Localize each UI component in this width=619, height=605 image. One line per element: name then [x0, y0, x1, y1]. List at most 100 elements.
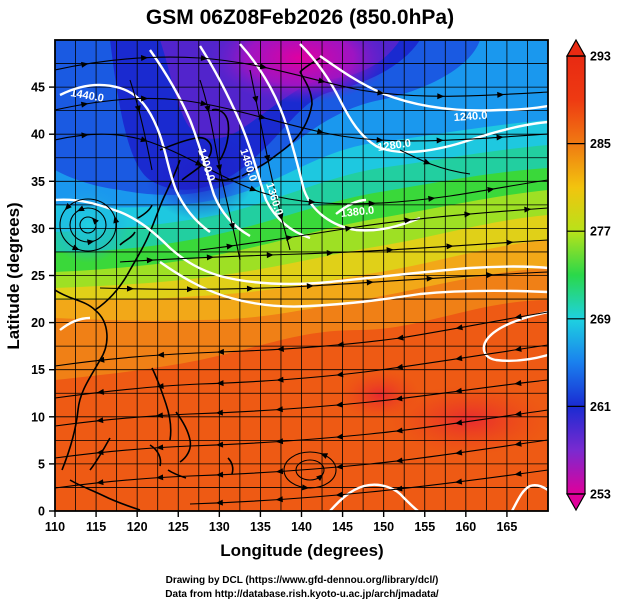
streamline-arrowhead: [344, 225, 353, 232]
streamline-arrowhead: [514, 470, 522, 477]
x-tick-label: 145: [332, 520, 353, 534]
streamline-arrowhead: [126, 285, 134, 292]
streamline-arrowhead: [216, 471, 224, 478]
streamline-arrowhead: [428, 195, 436, 202]
streamline-arrowhead: [91, 217, 99, 225]
streamline-arrowhead: [486, 272, 494, 279]
x-tick-label: 165: [496, 520, 517, 534]
streamline-arrowhead: [276, 376, 284, 383]
streamline-arrowhead: [514, 345, 522, 352]
streamline-arrowhead: [285, 235, 294, 242]
streamline-arrowhead: [464, 211, 472, 218]
y-tick-label: 35: [31, 175, 45, 189]
y-tick-label: 25: [31, 269, 45, 283]
streamline-arrowhead: [80, 101, 89, 108]
streamline-arrowhead: [395, 395, 403, 402]
colorbar-label: 293: [590, 50, 611, 64]
credit-data: Data from http://database.rish.kyoto-u.a…: [165, 589, 439, 600]
streamline-arrowhead: [455, 324, 463, 331]
contour-label-1380: 1380.0: [340, 205, 375, 220]
streamline-arrowhead: [264, 154, 271, 163]
streamline-arrowhead: [336, 341, 344, 348]
contour-label-1240: 1240.0: [453, 110, 487, 124]
streamline-arrowhead: [318, 77, 326, 84]
streamline-arrowhead: [455, 355, 463, 362]
streamline-arrowhead: [157, 351, 165, 358]
streamline-arrowhead: [368, 200, 376, 207]
streamline-arrowhead: [71, 244, 80, 251]
streamline-arrowhead: [146, 257, 154, 264]
streamline-arrowhead: [514, 440, 522, 447]
streamline-arrowhead: [395, 457, 403, 464]
streamline-arrowhead: [275, 438, 284, 445]
streamline-arrowhead: [156, 474, 164, 481]
streamline-arrowhead: [229, 222, 235, 231]
colorbar-label: 253: [590, 488, 611, 502]
streamline-arrowhead: [249, 185, 257, 192]
lat-lon-grid: [55, 40, 548, 511]
streamline-arrowhead: [426, 275, 434, 282]
streamline-arrowhead: [216, 164, 222, 172]
y-tick-label: 10: [31, 410, 45, 424]
streamline-arrowhead: [386, 247, 394, 254]
map-title: GSM 06Z08Feb2026 (850.0hPa): [146, 6, 454, 29]
wind-streamlines: [55, 56, 548, 505]
streamline-arrowhead: [335, 433, 344, 440]
streamline-arrowhead: [335, 463, 344, 470]
streamline-arrowhead: [497, 91, 505, 98]
x-tick-label: 135: [250, 520, 271, 534]
streamline-arrowhead: [404, 217, 412, 224]
streamline-arrowhead: [308, 198, 316, 205]
streamline-arrowhead: [216, 441, 224, 448]
streamline-arrowhead: [134, 105, 141, 113]
streamline-arrowhead: [96, 449, 104, 456]
colorbar-labels: 293 285 277 269 261 253: [590, 50, 611, 502]
colorbar-label: 261: [590, 400, 611, 414]
x-tick-label: 115: [86, 520, 106, 534]
streamline-arrowheads: [64, 54, 532, 506]
streamline-arrowhead: [206, 254, 214, 261]
streamline-arrowhead: [156, 444, 164, 451]
streamline-arrowhead: [277, 213, 284, 221]
streamline-arrowhead: [436, 137, 444, 144]
x-tick-label: 110: [45, 520, 65, 534]
x-tick-label: 140: [291, 520, 312, 534]
streamline-arrowhead: [275, 468, 284, 475]
streamline-arrowhead: [316, 474, 324, 482]
streamline-arrowhead: [376, 136, 384, 143]
streamline-arrowhead: [454, 387, 463, 394]
colorbar-label: 269: [590, 312, 611, 326]
y-tick-label: 5: [38, 457, 45, 471]
streamline-arrowhead: [96, 417, 104, 424]
streamline-arrowhead: [335, 401, 343, 408]
x-tick-label: 120: [127, 520, 148, 534]
x-axis-tick-labels: 110 115 120 125 130 135 140 145 150 155 160 165: [45, 520, 517, 534]
x-tick-label: 160: [455, 520, 476, 534]
streamline-arrowhead: [97, 356, 105, 363]
streamline-arrowhead: [155, 412, 163, 419]
streamline-arrowhead: [306, 283, 314, 290]
streamline-arrowhead: [194, 159, 203, 166]
streamline-arrowhead: [200, 55, 208, 62]
streamline-arrowhead: [496, 134, 504, 141]
streamline-arrowhead: [275, 406, 283, 413]
streamline-arrowhead: [216, 380, 224, 387]
streamline-arrowhead: [454, 478, 463, 485]
streamline-arrowhead: [395, 485, 403, 492]
streamline-arrowhead: [140, 136, 148, 143]
height-contours: [55, 43, 548, 511]
streamline-arrowhead: [216, 348, 225, 355]
streamline-arrowhead: [141, 95, 149, 102]
streamline-arrowhead: [395, 427, 403, 434]
streamline-arrowhead: [395, 363, 404, 370]
streamline-arrowhead: [423, 158, 431, 165]
streamline-arrowhead: [514, 380, 522, 387]
streamline-arrowhead: [454, 419, 463, 426]
contour-label-1280: 1280.0: [377, 137, 412, 154]
streamline-arrowhead: [320, 453, 329, 459]
streamline-arrowhead: [487, 186, 495, 193]
colorbar-label: 277: [590, 225, 611, 239]
y-tick-label: 40: [31, 128, 45, 142]
streamline-arrowhead: [335, 491, 343, 498]
